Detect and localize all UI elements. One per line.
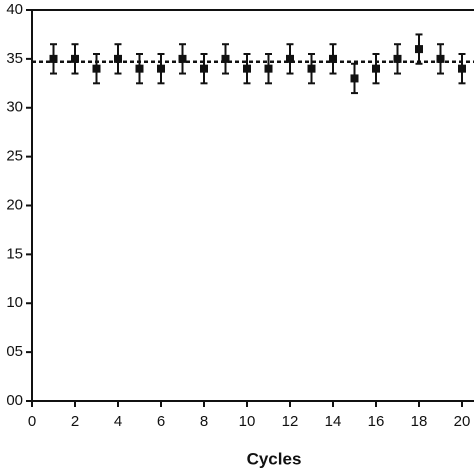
x-tick-label: 14 — [325, 413, 342, 430]
point — [286, 54, 294, 63]
point — [157, 64, 165, 73]
point — [329, 54, 337, 63]
y-tick-label: 20 — [6, 196, 23, 213]
point — [92, 64, 101, 73]
x-tick-label: 18 — [411, 413, 428, 430]
point — [200, 64, 208, 73]
point — [350, 74, 359, 83]
point — [71, 54, 79, 63]
point — [264, 64, 273, 73]
x-tick-label: 20 — [454, 413, 471, 430]
x-tick-label: 4 — [114, 413, 122, 430]
y-tick-label: 00 — [6, 392, 23, 409]
point — [49, 54, 58, 63]
point — [393, 54, 402, 63]
point — [243, 64, 251, 73]
point — [178, 54, 187, 63]
point — [372, 64, 380, 73]
point — [307, 64, 316, 73]
y-tick-label: 10 — [6, 294, 23, 311]
y-tick-label: 35 — [6, 50, 23, 67]
y-tick-label: 30 — [6, 99, 23, 116]
x-tick-label: 12 — [282, 413, 299, 430]
point — [221, 54, 230, 63]
x-tick-label: 0 — [28, 413, 36, 430]
point — [415, 45, 423, 54]
x-tick-label: 6 — [157, 413, 165, 430]
x-axis-label: Cycles — [247, 449, 302, 468]
point — [114, 54, 122, 63]
y-tick-label: 40 — [6, 1, 23, 18]
x-tick-label: 8 — [200, 413, 208, 430]
x-tick-label: 10 — [239, 413, 256, 430]
y-tick-label: 05 — [6, 343, 23, 360]
y-tick-label: 25 — [6, 148, 23, 165]
x-tick-label: 16 — [368, 413, 385, 430]
point — [135, 64, 144, 73]
x-tick-label: 2 — [71, 413, 79, 430]
y-tick-label: 15 — [6, 245, 23, 262]
point — [436, 54, 445, 63]
point — [458, 64, 466, 73]
